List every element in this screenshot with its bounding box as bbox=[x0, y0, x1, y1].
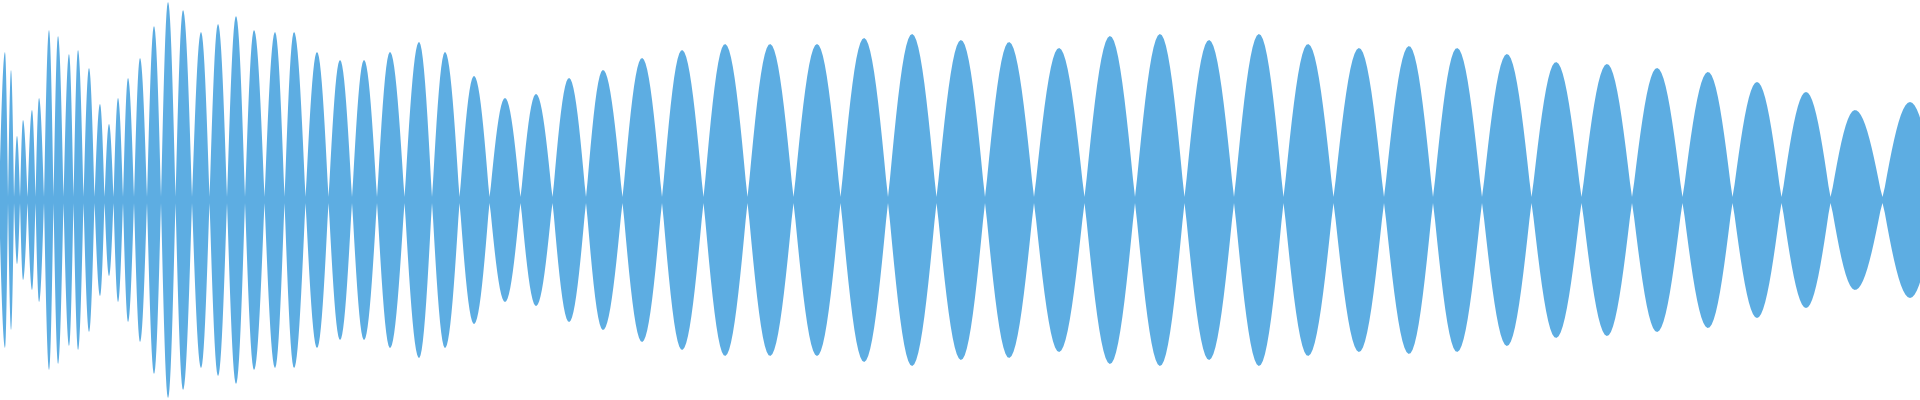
waveform-lobe bbox=[1084, 36, 1135, 364]
waveform-lobe bbox=[209, 24, 227, 376]
waveform-lobe bbox=[328, 60, 352, 340]
waveform-lobe bbox=[586, 70, 623, 330]
waveform-lobe bbox=[192, 32, 210, 368]
waveform-lobe bbox=[27, 110, 36, 290]
waveform-lobe bbox=[113, 98, 123, 302]
waveform-lobe bbox=[284, 32, 306, 368]
waveform-lobe bbox=[703, 44, 748, 356]
waveform-lobe bbox=[793, 44, 841, 356]
waveform-lobe bbox=[20, 120, 28, 280]
waveform-lobe bbox=[1830, 110, 1883, 290]
waveform-lobe bbox=[104, 124, 114, 276]
waveform-lobe bbox=[227, 16, 245, 384]
waveform-lobe bbox=[1333, 48, 1384, 352]
waveform-lobe bbox=[83, 68, 95, 332]
waveform-lobe bbox=[552, 78, 586, 322]
waveform-lobe bbox=[1682, 72, 1733, 328]
waveform-lobe bbox=[1581, 64, 1632, 336]
waveform-lobe bbox=[14, 136, 20, 264]
waveform-lobe bbox=[1135, 34, 1185, 366]
waveform-lobe bbox=[404, 42, 432, 358]
waveform-lobe bbox=[840, 38, 888, 362]
waveform-lobe bbox=[432, 52, 460, 348]
waveform-lobe bbox=[1882, 102, 1920, 298]
waveform-lobe bbox=[747, 44, 794, 356]
waveform-lobe bbox=[936, 40, 985, 360]
waveform-lobe bbox=[662, 50, 704, 350]
waveform-lobe bbox=[1034, 48, 1085, 352]
waveform-lobe bbox=[1482, 54, 1532, 346]
waveform-lobe bbox=[8, 70, 14, 330]
waveform-lobe bbox=[53, 36, 64, 364]
waveform-lobe bbox=[622, 58, 662, 342]
waveform-lobe bbox=[63, 54, 74, 346]
waveform-lobe bbox=[459, 76, 490, 324]
waveform-lobe bbox=[134, 58, 147, 342]
waveform-lobe bbox=[1283, 44, 1334, 356]
waveform-lobe bbox=[1384, 46, 1433, 354]
waveform-lobe bbox=[305, 52, 329, 348]
waveform-lobe bbox=[520, 94, 553, 306]
waveform-lobe bbox=[264, 32, 285, 368]
waveform-lobe bbox=[888, 34, 937, 366]
waveform-lobe bbox=[1234, 34, 1284, 366]
waveform-lobe bbox=[73, 50, 84, 350]
waveform-lobe bbox=[1531, 62, 1582, 338]
waveform-lobe bbox=[245, 30, 265, 370]
waveform-lobe bbox=[161, 2, 176, 398]
waveform-lobe bbox=[35, 98, 44, 302]
waveform-lobe bbox=[1632, 68, 1683, 332]
waveform-lobe bbox=[377, 52, 405, 348]
waveform-lobe bbox=[352, 60, 377, 340]
waveform-lobe bbox=[123, 78, 134, 322]
waveform-lobe bbox=[175, 10, 192, 390]
waveform-lobe bbox=[1433, 48, 1482, 352]
waveform-lobe bbox=[1184, 40, 1234, 360]
waveform-lobe bbox=[1781, 92, 1831, 308]
waveform-lobe bbox=[94, 104, 105, 296]
waveform-lobe bbox=[147, 26, 161, 374]
waveform-lobe bbox=[0, 52, 8, 348]
waveform-lobe bbox=[489, 98, 521, 302]
waveform-lobe bbox=[1732, 82, 1782, 318]
waveform-lobe bbox=[44, 30, 54, 370]
waveform-lobe bbox=[985, 42, 1034, 358]
